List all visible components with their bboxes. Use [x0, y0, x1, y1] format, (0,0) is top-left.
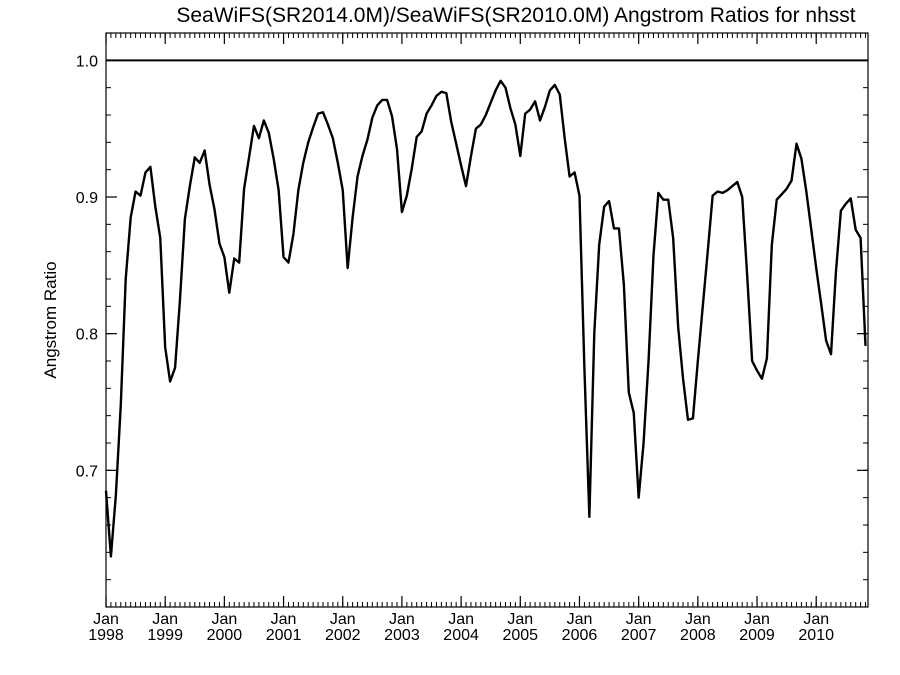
x-tick-year: 2003	[384, 627, 420, 644]
y-tick-label: 1.0	[76, 53, 98, 70]
x-tick-labels: Jan1998Jan1999Jan2000Jan2001Jan2002Jan20…	[88, 611, 834, 644]
x-tick-year: 2001	[266, 627, 302, 644]
plot-frame	[105, 32, 869, 608]
x-tick-year: 1999	[147, 627, 183, 644]
series-line	[104, 79, 867, 558]
x-tick-month: Jan	[803, 611, 829, 628]
minor-ticks	[105, 32, 868, 607]
x-tick-month: Jan	[330, 611, 356, 628]
x-tick-month: Jan	[211, 611, 237, 628]
y-tick-label: 0.7	[76, 463, 98, 480]
x-tick-year: 2007	[621, 627, 657, 644]
x-tick-year: 2006	[562, 627, 598, 644]
x-tick-year: 2002	[325, 627, 361, 644]
x-tick-month: Jan	[152, 611, 178, 628]
x-tick-month: Jan	[567, 611, 593, 628]
x-tick-year: 2010	[798, 627, 834, 644]
x-tick-month: Jan	[626, 611, 652, 628]
x-tick-year: 2005	[502, 627, 538, 644]
x-tick-year: 1998	[88, 627, 124, 644]
x-tick-month: Jan	[93, 611, 119, 628]
x-tick-month: Jan	[271, 611, 297, 628]
y-tick-labels: 0.7 0.8 0.9 1.0	[76, 53, 98, 480]
x-tick-month: Jan	[389, 611, 415, 628]
x-tick-year: 2008	[680, 627, 716, 644]
y-axis-label: Angstrom Ratio	[41, 261, 60, 378]
y-tick-label: 0.8	[76, 327, 98, 344]
x-tick-month: Jan	[685, 611, 711, 628]
chart-title: SeaWiFS(SR2014.0M)/SeaWiFS(SR2010.0M) An…	[176, 4, 855, 27]
major-ticks	[105, 33, 868, 607]
x-tick-year: 2009	[739, 627, 775, 644]
y-tick-label: 0.9	[76, 190, 98, 207]
x-tick-month: Jan	[744, 611, 770, 628]
x-tick-month: Jan	[448, 611, 474, 628]
x-tick-month: Jan	[507, 611, 533, 628]
x-tick-year: 2004	[443, 627, 479, 644]
x-tick-year: 2000	[207, 627, 243, 644]
